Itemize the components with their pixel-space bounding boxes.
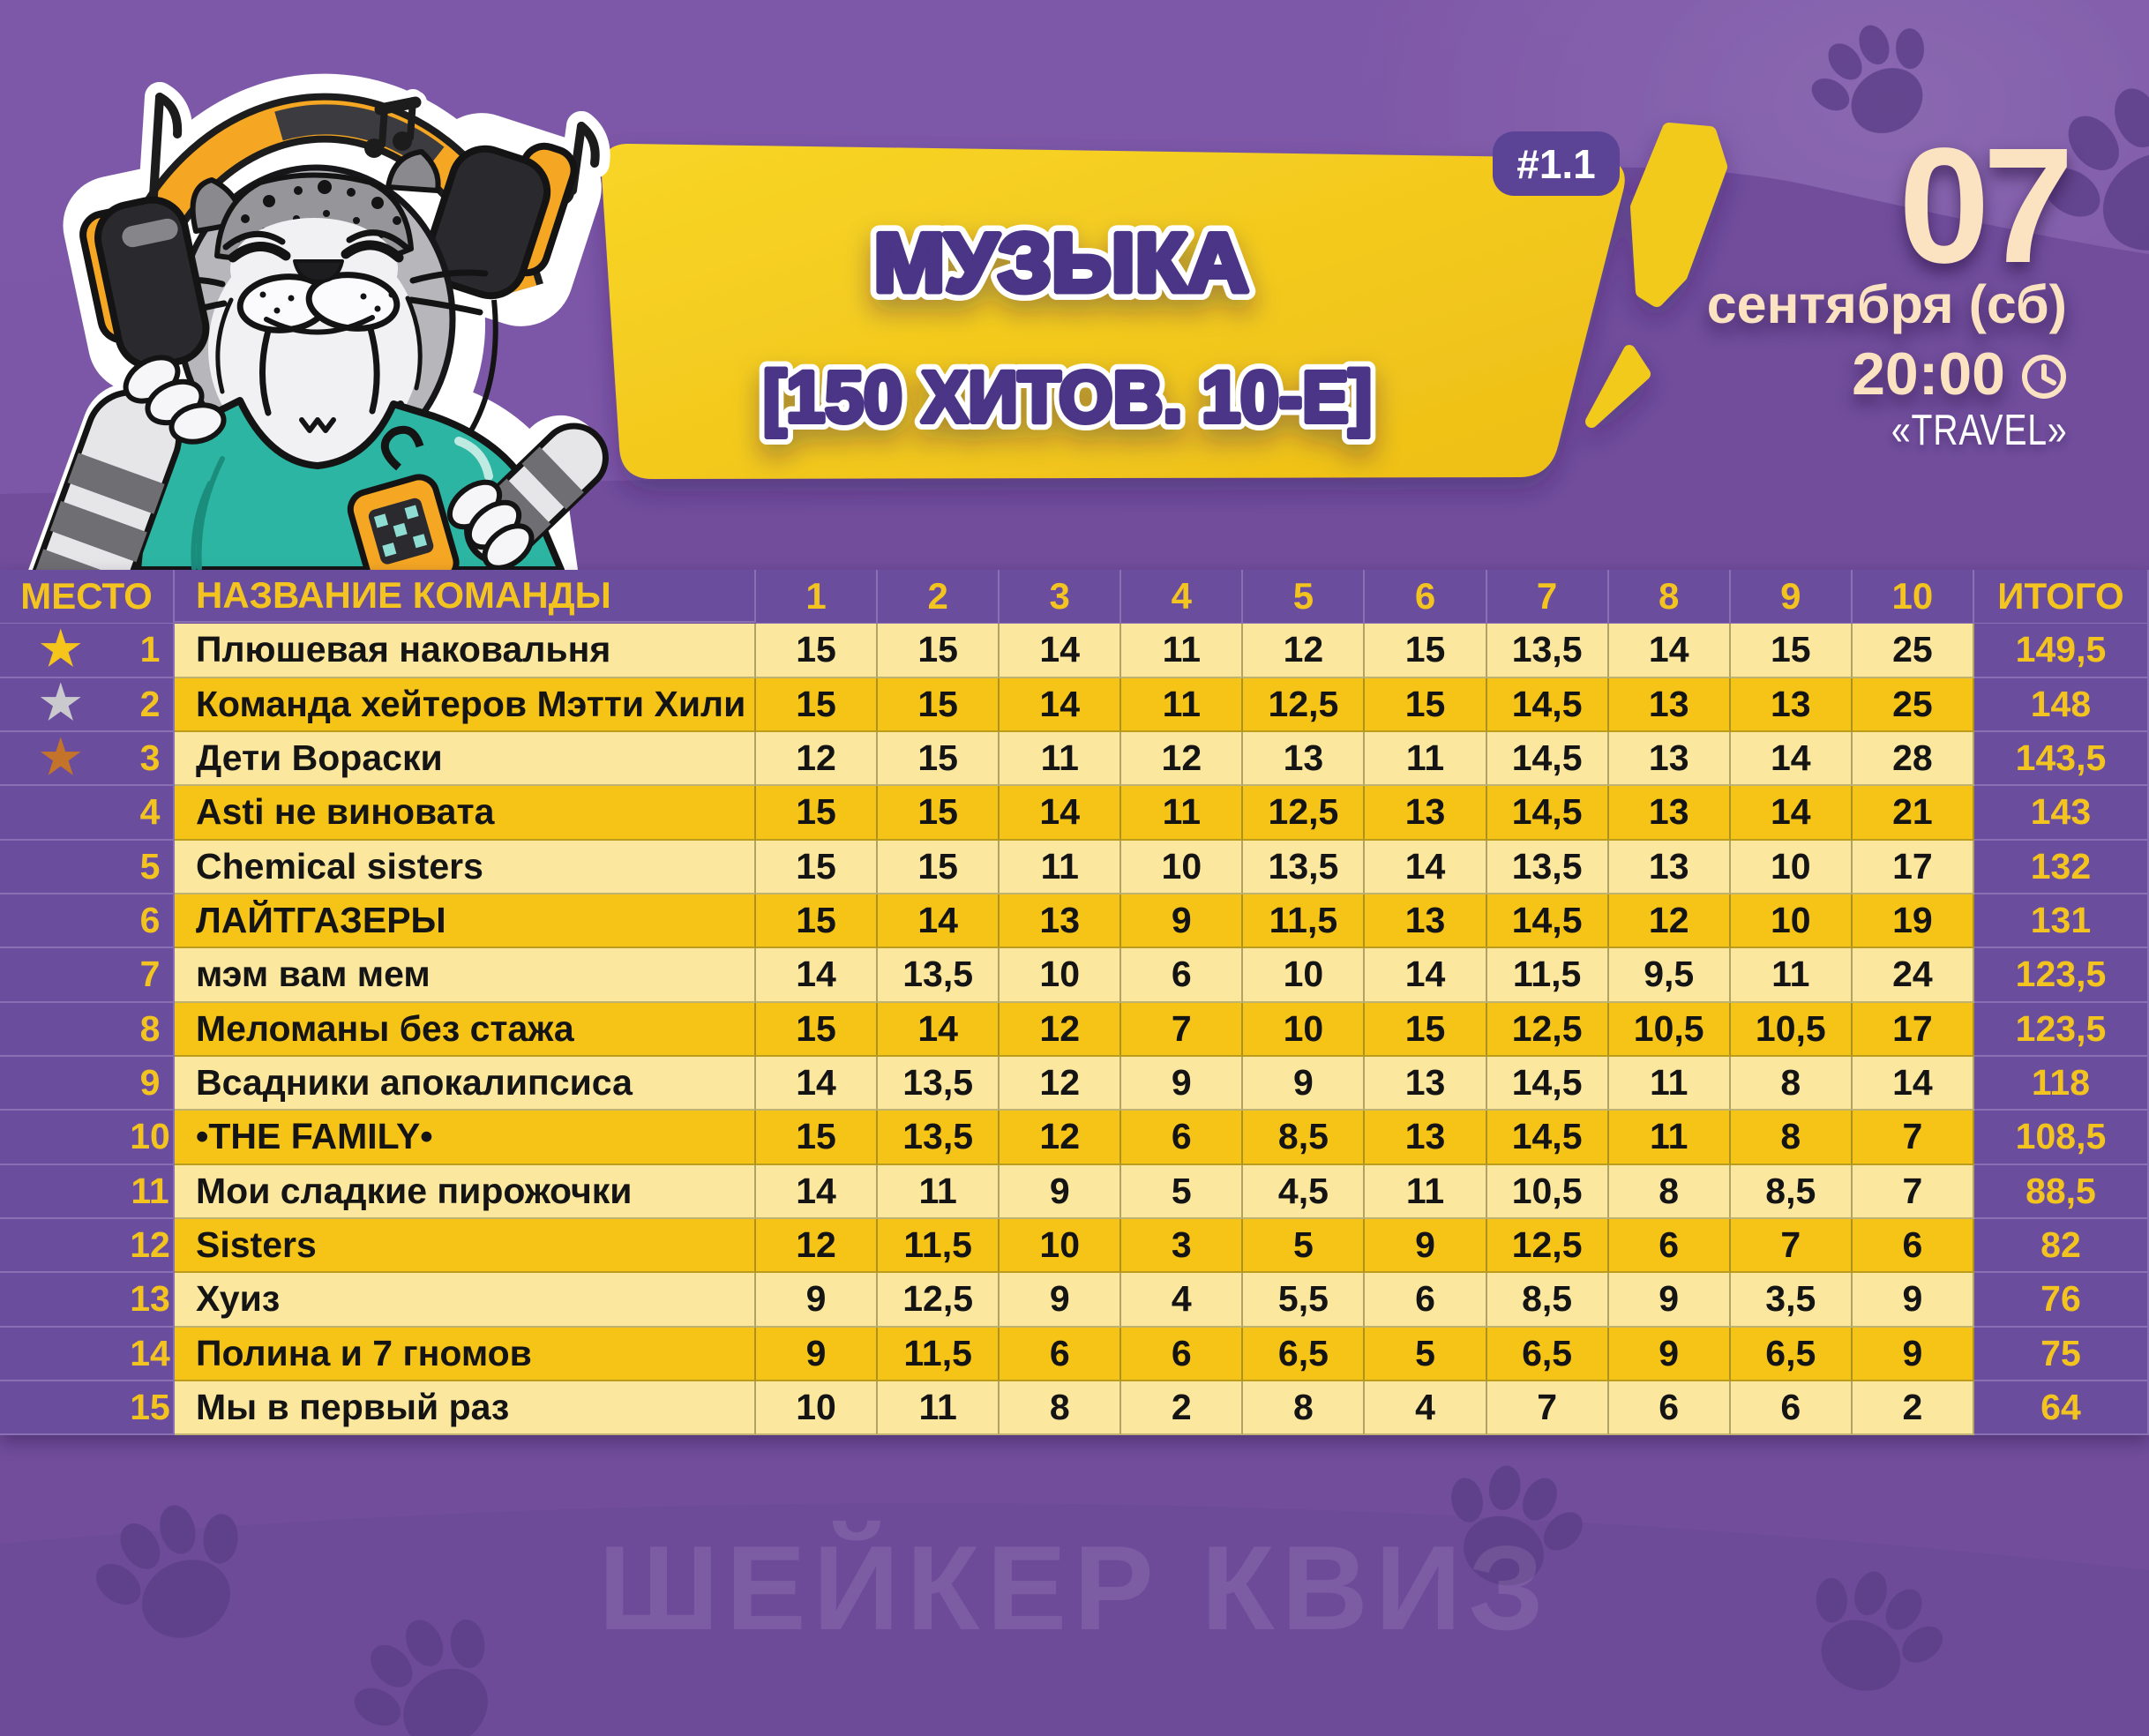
svg-text:МУЗЫКА: МУЗЫКА — [874, 216, 1249, 309]
svg-text:[150 ХИТОВ. 10-Е]: [150 ХИТОВ. 10-Е] — [763, 357, 1372, 438]
svg-text:[150 ХИТОВ. 10-Е]: [150 ХИТОВ. 10-Е] — [763, 357, 1372, 438]
svg-text:МУЗЫКА: МУЗЫКА — [874, 216, 1249, 309]
svg-text:#1.1: #1.1 — [1516, 141, 1596, 187]
